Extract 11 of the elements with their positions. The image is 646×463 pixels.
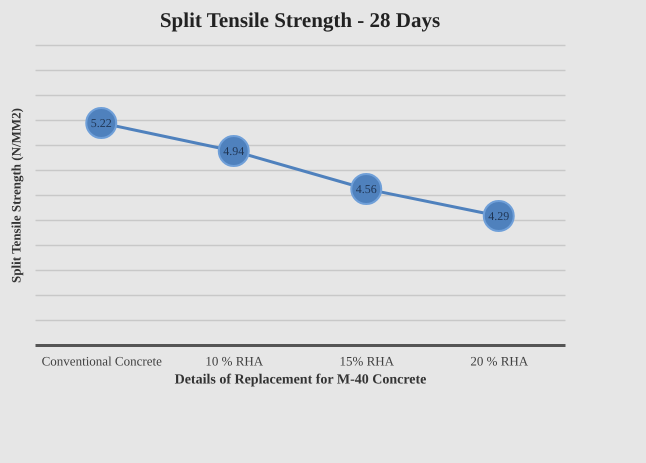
x-tick-label: 15% RHA bbox=[339, 354, 395, 368]
x-axis-title: Details of Replacement for M-40 Concrete bbox=[174, 372, 426, 388]
x-tick-label: 10 % RHA bbox=[205, 354, 264, 368]
data-label: 4.94 bbox=[223, 144, 244, 158]
x-tick-label: Conventional Concrete bbox=[42, 354, 162, 368]
chart-title: Split Tensile Strength - 28 Days bbox=[160, 8, 440, 32]
x-tick-label: 20 % RHA bbox=[470, 354, 529, 368]
data-label: 4.56 bbox=[356, 182, 377, 196]
data-label: 5.22 bbox=[90, 116, 112, 130]
data-label: 4.29 bbox=[488, 209, 510, 223]
y-axis-title: Split Tensile Strength (N/MM2) bbox=[8, 108, 24, 283]
